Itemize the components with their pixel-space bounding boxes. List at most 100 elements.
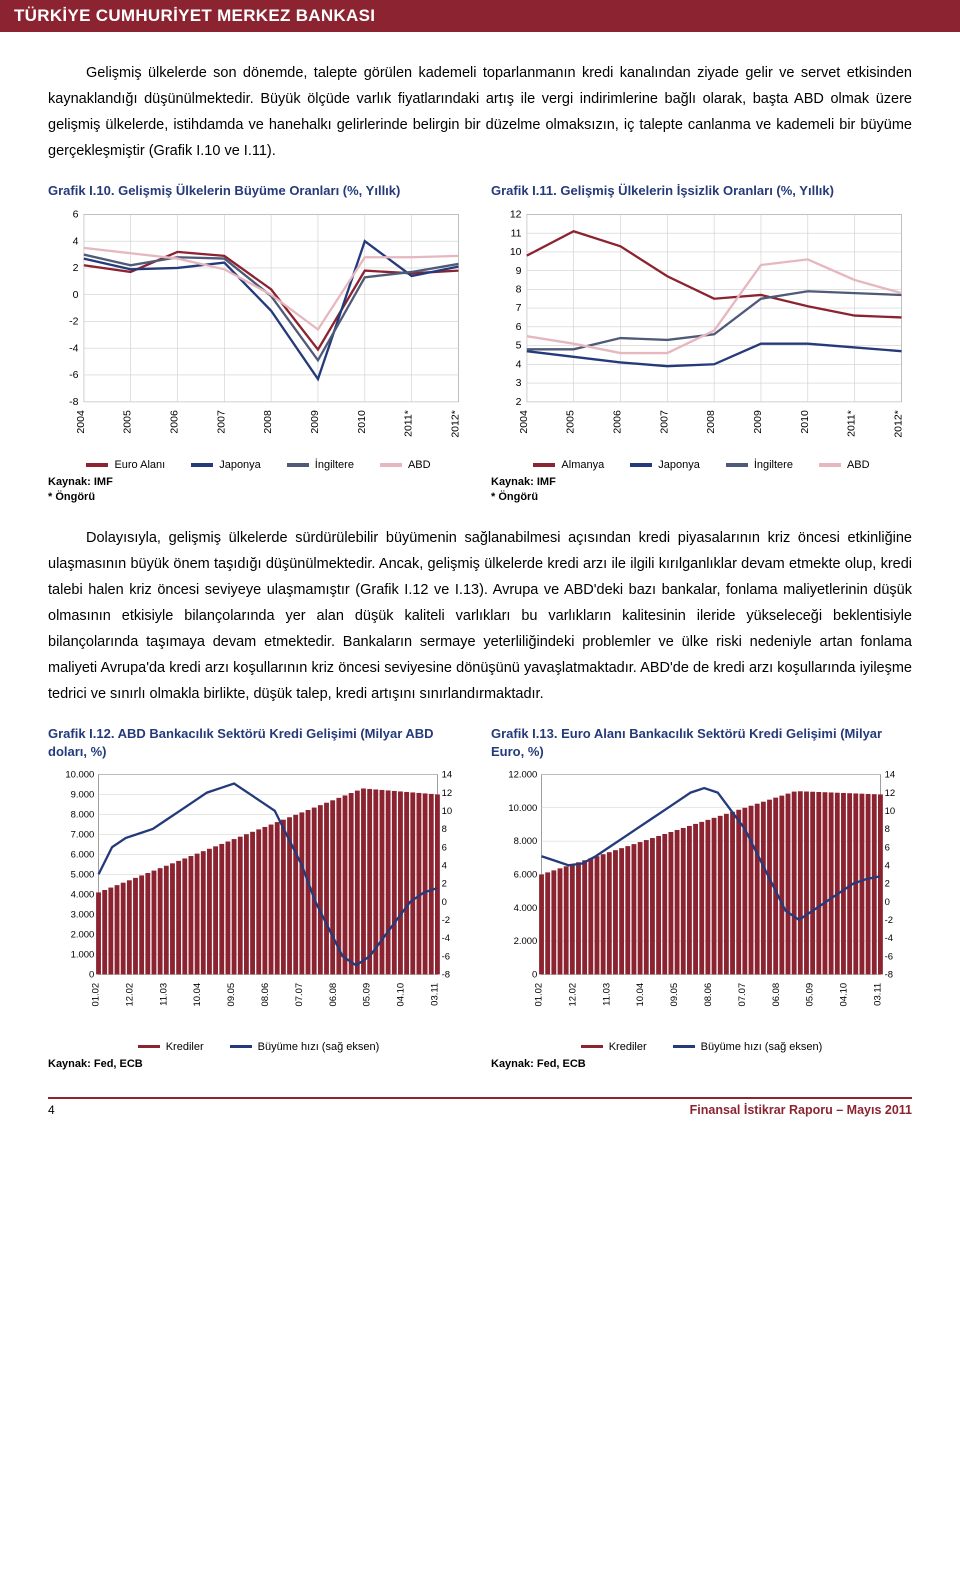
svg-text:10.000: 10.000 [508, 803, 537, 814]
svg-text:03.11: 03.11 [872, 983, 883, 1006]
legend-item: Büyüme hızı (sağ eksen) [673, 1041, 823, 1053]
legend-item: Japonya [630, 459, 700, 471]
chart-i12-plot: 01.0002.0003.0004.0005.0006.0007.0008.00… [48, 766, 469, 1034]
chart-i10-legend: Euro AlanıJaponyaİngiltereABD [48, 453, 469, 473]
chart-i13-source: Kaynak: Fed, ECB [491, 1057, 912, 1072]
svg-text:2: 2 [442, 879, 447, 890]
legend-item: ABD [819, 459, 870, 471]
legend-label: İngiltere [315, 459, 354, 471]
svg-text:2008: 2008 [262, 410, 274, 434]
svg-text:12: 12 [885, 788, 896, 799]
chart-i11-plot: 2345678910111220042005200620072008200920… [491, 206, 912, 453]
svg-text:06.08: 06.08 [328, 983, 339, 1007]
legend-swatch [533, 463, 555, 467]
legend-label: Euro Alanı [114, 459, 165, 471]
svg-text:2012*: 2012* [892, 410, 904, 438]
svg-text:9.000: 9.000 [71, 790, 95, 801]
legend-swatch [86, 463, 108, 467]
header-bar: TÜRKİYE CUMHURİYET MERKEZ BANKASI [0, 0, 960, 32]
chart-i10: Grafik I.10. Gelişmiş Ülkelerin Büyüme O… [48, 182, 469, 504]
svg-text:07.07: 07.07 [737, 983, 748, 1007]
chart-i13-title: Grafik I.13. Euro Alanı Bankacılık Sektö… [491, 725, 912, 760]
svg-text:8: 8 [885, 825, 890, 836]
svg-text:2006: 2006 [611, 410, 623, 434]
svg-text:2: 2 [885, 879, 890, 890]
legend-label: Japonya [658, 459, 700, 471]
svg-text:-2: -2 [69, 316, 79, 328]
svg-text:2009: 2009 [309, 410, 321, 434]
svg-text:10: 10 [510, 246, 522, 258]
legend-swatch [673, 1045, 695, 1049]
legend-label: Büyüme hızı (sağ eksen) [701, 1041, 823, 1053]
svg-text:09.05: 09.05 [669, 983, 680, 1007]
chart-i11-footer: Kaynak: IMF * Öngörü [491, 475, 912, 505]
svg-text:2011*: 2011* [403, 410, 415, 437]
svg-text:9: 9 [516, 265, 522, 277]
legend-label: Krediler [609, 1041, 647, 1053]
svg-text:12.000: 12.000 [508, 770, 537, 781]
svg-text:10: 10 [442, 806, 453, 817]
page-number: 4 [48, 1103, 55, 1117]
legend-swatch [819, 463, 841, 467]
page-footer: 4 Finansal İstikrar Raporu – Mayıs 2011 [48, 1103, 912, 1127]
legend-label: İngiltere [754, 459, 793, 471]
chart-i13-plot: 02.0004.0006.0008.00010.00012.000-8-6-4-… [491, 766, 912, 1034]
svg-text:10.04: 10.04 [192, 983, 203, 1007]
svg-text:4: 4 [885, 861, 890, 872]
svg-text:10.000: 10.000 [65, 770, 94, 781]
footer-separator [48, 1097, 912, 1099]
legend-item: Büyüme hızı (sağ eksen) [230, 1041, 380, 1053]
svg-text:-8: -8 [442, 970, 450, 981]
svg-text:14: 14 [885, 770, 896, 781]
chart-i10-note: * Öngörü [48, 490, 469, 505]
svg-text:2006: 2006 [168, 410, 180, 434]
svg-text:12.02: 12.02 [567, 983, 578, 1007]
svg-text:2004: 2004 [75, 410, 87, 434]
chart-i11-note: * Öngörü [491, 490, 912, 505]
svg-text:4.000: 4.000 [71, 890, 95, 901]
svg-text:06.08: 06.08 [771, 983, 782, 1007]
legend-item: Krediler [581, 1041, 647, 1053]
svg-text:6: 6 [73, 208, 79, 220]
chart-i13-footer: Kaynak: Fed, ECB [491, 1057, 912, 1072]
svg-text:04.10: 04.10 [839, 983, 850, 1007]
svg-text:6: 6 [885, 843, 890, 854]
svg-text:04.10: 04.10 [396, 983, 407, 1007]
legend-label: ABD [408, 459, 431, 471]
svg-text:11: 11 [511, 227, 522, 239]
svg-text:-8: -8 [69, 396, 79, 408]
chart-i13-legend: Krediler Büyüme hızı (sağ eksen) [491, 1035, 912, 1055]
svg-text:05.09: 05.09 [362, 983, 373, 1007]
legend-label: Almanya [561, 459, 604, 471]
legend-item: Euro Alanı [86, 459, 165, 471]
header-title: TÜRKİYE CUMHURİYET MERKEZ BANKASI [14, 6, 375, 25]
svg-text:2: 2 [516, 396, 522, 408]
svg-text:0: 0 [532, 970, 537, 981]
svg-text:8: 8 [516, 283, 522, 295]
svg-text:12: 12 [442, 788, 453, 799]
chart-i12-source: Kaynak: Fed, ECB [48, 1057, 469, 1072]
chart-i11: Grafik I.11. Gelişmiş Ülkelerin İşsizlik… [491, 182, 912, 504]
svg-text:0: 0 [885, 897, 890, 908]
legend-item: İngiltere [726, 459, 793, 471]
svg-text:-6: -6 [69, 369, 79, 381]
legend-swatch [230, 1045, 252, 1049]
svg-text:08.06: 08.06 [260, 983, 271, 1007]
svg-text:7: 7 [516, 302, 522, 314]
chart-i10-title: Grafik I.10. Gelişmiş Ülkelerin Büyüme O… [48, 182, 469, 200]
svg-text:09.05: 09.05 [226, 983, 237, 1007]
chart-i10-source: Kaynak: IMF [48, 475, 469, 490]
svg-text:12: 12 [510, 208, 522, 220]
report-title: Finansal İstikrar Raporu – Mayıs 2011 [690, 1103, 912, 1117]
svg-text:6.000: 6.000 [514, 870, 538, 881]
chart-i11-legend: Almanya Japonya İngiltere ABD [491, 453, 912, 473]
svg-text:4: 4 [516, 358, 522, 370]
legend-label: ABD [847, 459, 870, 471]
svg-text:5: 5 [516, 340, 522, 352]
legend-swatch [287, 463, 309, 467]
svg-text:0: 0 [73, 289, 79, 301]
page-body: Gelişmiş ülkelerde son dönemde, talepte … [0, 32, 960, 1147]
chart-i12: Grafik I.12. ABD Bankacılık Sektörü Kred… [48, 725, 469, 1071]
svg-text:-4: -4 [442, 934, 450, 945]
svg-text:4: 4 [442, 861, 447, 872]
